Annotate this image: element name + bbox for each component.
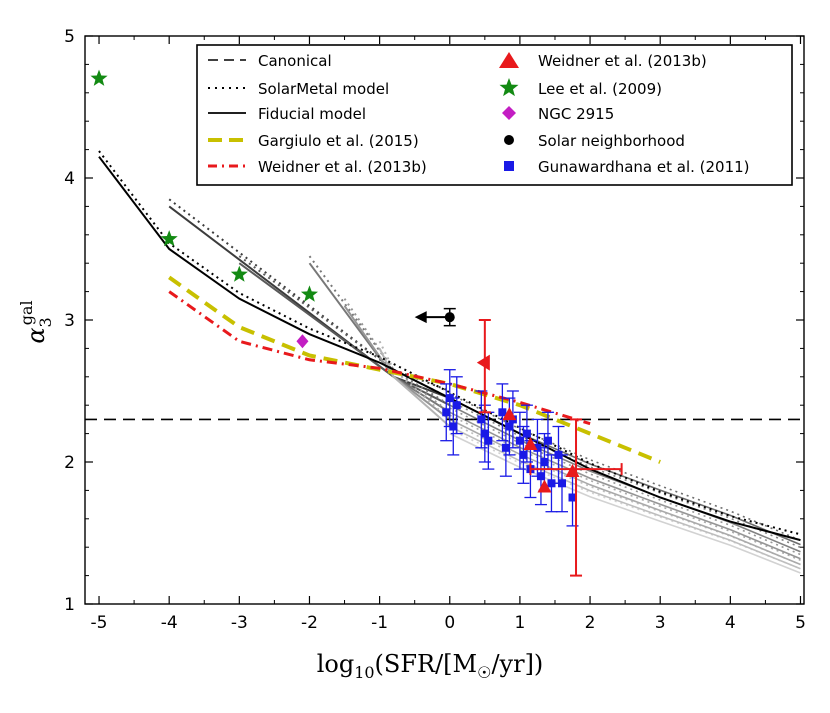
y-tick-label: 5 <box>64 27 75 47</box>
gunawardhana-point <box>568 493 577 502</box>
lee-point <box>230 265 248 282</box>
legend: Canonical SolarMetal model Fiducial mode… <box>196 44 793 186</box>
ngc2915-points <box>296 334 309 349</box>
legend-label-canonical: Canonical <box>258 52 332 70</box>
legend-box <box>196 44 793 186</box>
x-tick-label: 4 <box>725 613 736 633</box>
lee-point <box>160 230 178 247</box>
solar-arrow-head <box>414 311 427 324</box>
gunawardhana-point <box>519 450 528 459</box>
weidner-point <box>537 479 552 493</box>
legend-label-solar: Solar neighborhood <box>538 132 685 150</box>
legend-label-weidner-line: Weidner et al. (2013b) <box>258 158 427 176</box>
weidner-point <box>502 407 517 421</box>
gunawardhana-point <box>498 408 507 417</box>
solarmetal-track-line <box>449 414 801 561</box>
gunawardhana-point <box>505 422 514 431</box>
x-axis-title-sub: 10 <box>354 663 374 682</box>
legend-label-ngc2915: NGC 2915 <box>538 105 614 123</box>
y-tick-labels: 1 2 3 4 5 <box>64 27 75 615</box>
x-axis-title-sun: ☉ <box>477 663 491 682</box>
legend-label-solarmetal: SolarMetal model <box>258 80 389 98</box>
x-tick-label: -2 <box>301 613 318 633</box>
y-axis-title-base: α <box>22 327 50 343</box>
lee-points <box>90 69 318 302</box>
y-tick-label: 1 <box>64 595 75 615</box>
solarmetal-branch-line <box>343 298 451 414</box>
solarmetal-track-line <box>449 393 801 542</box>
gunawardhana-point <box>540 458 549 466</box>
legend-label-weidner-points: Weidner et al. (2013b) <box>538 52 707 70</box>
gunawardhana-point <box>449 422 458 431</box>
weidner-points <box>476 319 623 577</box>
x-tick-label: 3 <box>655 613 666 633</box>
y-axis-title-sub: 3 <box>36 317 55 327</box>
gunawardhana-point <box>480 429 489 438</box>
y-axis-title-sup: gal <box>17 300 36 325</box>
model-track-line <box>449 411 801 560</box>
legend-label-lee: Lee et al. (2009) <box>538 80 662 98</box>
solarmetal-track-line <box>449 407 801 556</box>
legend-label-gargiulo: Gargiulo et al. (2015) <box>258 132 419 150</box>
plot-layer <box>85 69 804 577</box>
x-tick-label: -3 <box>231 613 248 633</box>
x-tick-label: 1 <box>514 613 525 633</box>
legend-marker-gunawardhana <box>504 161 514 171</box>
weidner-point <box>523 436 538 450</box>
solarmetal-track-line <box>449 400 801 549</box>
gunawardhana-points <box>440 369 579 527</box>
x-tick-label: -4 <box>161 613 178 633</box>
gunawardhana-point <box>522 429 531 438</box>
gunawardhana-point <box>501 443 510 452</box>
x-tick-label: 5 <box>795 613 806 633</box>
x-tick-label: 2 <box>585 613 596 633</box>
weidner-left-triangle <box>476 354 490 371</box>
axis-ticks <box>85 35 804 605</box>
gunawardhana-point <box>557 479 566 488</box>
x-tick-label: -1 <box>371 613 388 633</box>
y-tick-label: 2 <box>64 453 75 473</box>
gunawardhana-point <box>477 415 486 424</box>
gunawardhana-point <box>536 472 545 481</box>
x-axis-title: log10(SFR/[M☉/yr]) <box>317 650 544 682</box>
model-track-line <box>449 432 801 574</box>
ngc2915-point <box>296 334 309 349</box>
y-axis-title: α3gal <box>17 300 55 343</box>
x-tick-labels: -5 -4 -3 -2 -1 0 1 2 3 4 5 <box>91 613 806 633</box>
legend-label-gunawardhana: Gunawardhana et al. (2011) <box>538 158 750 176</box>
gunawardhana-point <box>484 436 493 445</box>
legend-label-fiducial: Fiducial model <box>258 105 366 123</box>
x-axis-title-suffix: /yr]) <box>491 650 543 678</box>
x-axis-title-mid: (SFR/[M <box>375 650 478 678</box>
legend-marker-solar <box>504 135 514 145</box>
lee-point <box>90 69 108 86</box>
fiducial-branch-line <box>378 347 451 428</box>
solar-point <box>444 312 455 323</box>
x-tick-label: 0 <box>444 613 455 633</box>
gunawardhana-point <box>452 401 461 410</box>
y-tick-label: 3 <box>64 311 75 331</box>
x-axis-title-prefix: log <box>317 650 355 678</box>
solar-neighborhood-point <box>414 307 456 327</box>
x-tick-label: -5 <box>91 613 108 633</box>
legend-marker-lee <box>499 78 519 97</box>
gunawardhana-point <box>543 436 552 445</box>
weidner-line <box>168 290 591 426</box>
gunawardhana-point <box>547 479 556 488</box>
lee-point <box>300 285 318 302</box>
legend-marker-weidner-points <box>499 52 519 68</box>
gunawardhana-point <box>515 436 524 445</box>
y-tick-label: 4 <box>64 169 75 189</box>
legend-marker-ngc2915 <box>502 106 516 120</box>
gunawardhana-point <box>442 408 451 417</box>
